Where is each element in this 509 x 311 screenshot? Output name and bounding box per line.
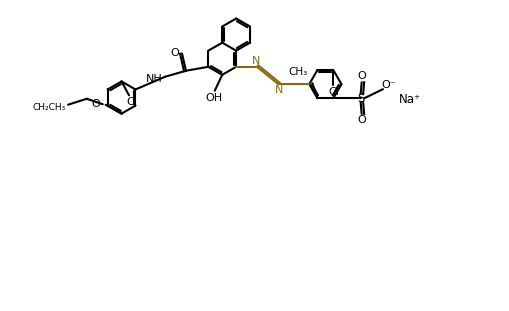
- Text: S: S: [357, 92, 364, 104]
- Text: OH: OH: [205, 93, 222, 103]
- Text: O: O: [357, 71, 366, 81]
- Text: O⁻: O⁻: [382, 80, 396, 90]
- Text: CH₃: CH₃: [288, 67, 307, 77]
- Text: O: O: [357, 115, 366, 125]
- Text: O: O: [91, 99, 100, 109]
- Text: NH: NH: [146, 74, 163, 84]
- Text: CH₂CH₃: CH₂CH₃: [32, 103, 66, 112]
- Text: Na⁺: Na⁺: [399, 93, 421, 105]
- Text: N: N: [275, 85, 284, 95]
- Text: Cl: Cl: [126, 97, 137, 107]
- Text: O: O: [171, 49, 180, 58]
- Text: Cl: Cl: [328, 87, 339, 97]
- Text: N: N: [252, 56, 260, 66]
